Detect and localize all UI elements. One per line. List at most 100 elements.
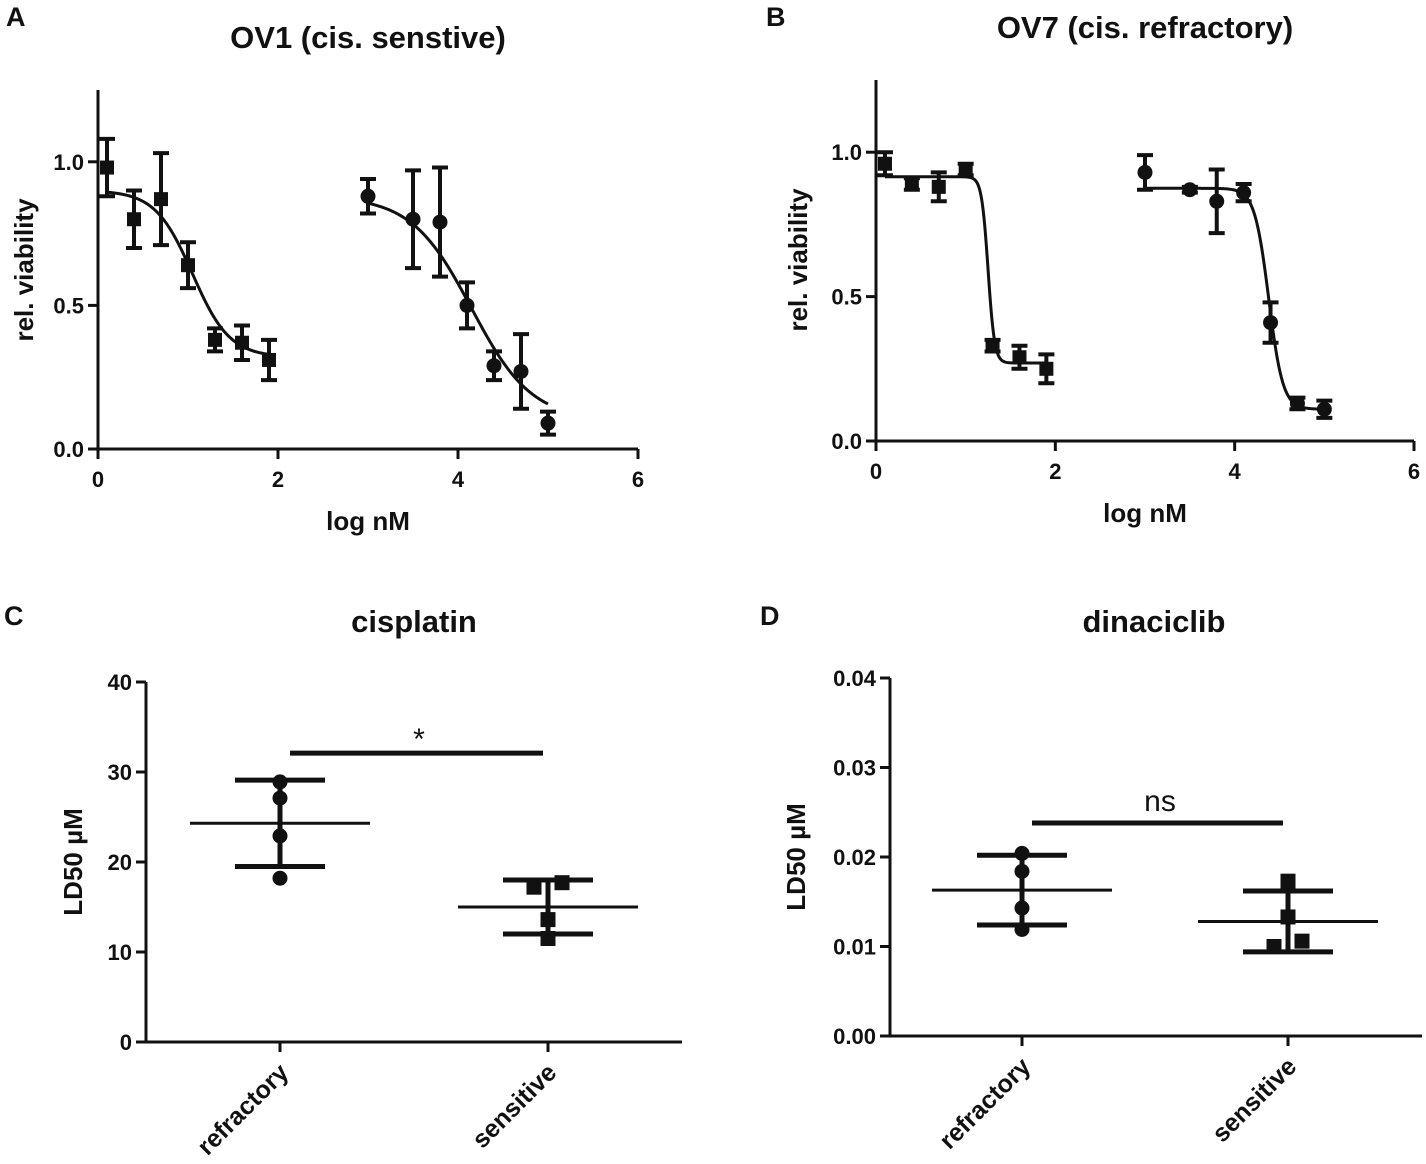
chart-title-d: dinaciclib	[1083, 604, 1226, 639]
y-tick-label-d: 0.02	[833, 845, 876, 870]
data-point-square-sensitive-d	[1294, 933, 1310, 949]
data-point-square-sensitive-c	[526, 879, 542, 895]
y-tick-label-d: 0.01	[833, 935, 876, 960]
y-tick-label-a: 0.5	[53, 293, 84, 318]
data-point-circle-refractory-d	[1014, 900, 1030, 916]
data-point-square-b	[904, 176, 919, 191]
data-point-square-a	[127, 212, 141, 227]
data-point-square-a	[262, 352, 276, 367]
data-point-circle-b	[1137, 164, 1153, 180]
panel-letter-b: B	[766, 2, 786, 32]
x-tick-label-a: 4	[452, 467, 465, 492]
data-point-circle-a	[432, 214, 448, 230]
panel-a-dose-response-ov1: A OV1 (cis. senstive) log nM rel. viabil…	[6, 2, 644, 536]
plot-area-b	[876, 150, 1333, 420]
data-point-square-b	[958, 162, 973, 177]
axes-c: 0 10 20 30 40 refractory sensitive	[108, 670, 682, 1161]
y-tick-label-d: 0.04	[833, 666, 877, 691]
category-label-sensitive-c: sensitive	[467, 1058, 563, 1154]
fit-curve-squares-b	[884, 175, 1047, 365]
y-tick-label-a: 0.0	[53, 437, 84, 462]
data-point-circle-a	[360, 188, 376, 204]
y-tick-label-c: 0	[120, 1030, 132, 1055]
data-point-circle-b	[1263, 315, 1279, 331]
y-axis-label-d: LD50 µM	[781, 803, 811, 910]
data-point-circle-refractory-c	[272, 828, 288, 844]
data-point-square-sensitive-c	[540, 912, 556, 928]
y-tick-label-c: 30	[108, 760, 132, 785]
data-point-circle-b	[1182, 182, 1198, 198]
x-axis-label-b: log nM	[1103, 498, 1187, 528]
data-point-circle-a	[486, 358, 502, 374]
data-point-square-a	[235, 335, 249, 350]
plot-area-c: *	[190, 723, 638, 946]
data-point-square-b	[877, 156, 892, 171]
panel-b-dose-response-ov7: B OV7 (cis. refractory) log nM rel. viab…	[766, 2, 1420, 528]
data-point-square-a	[208, 332, 222, 347]
panel-c-cisplatin-ld50: C cisplatin LD50 µM 0 10 20 30 40 refractory s…	[4, 601, 682, 1161]
y-tick-label-b: 0.0	[831, 429, 862, 454]
y-tick-label-b: 1.0	[831, 140, 862, 165]
axes-d: 0.00 0.01 0.02 0.03 0.04 refractory sensitive	[833, 666, 1422, 1155]
significance-label-d: ns	[1144, 785, 1176, 818]
y-axis-label-c: LD50 µM	[58, 808, 88, 915]
y-axis-label-a: rel. viability	[9, 198, 39, 342]
y-tick-label-d: 0.00	[833, 1024, 876, 1049]
panel-letter-c: C	[4, 601, 24, 631]
data-point-circle-refractory-d	[1014, 921, 1030, 937]
chart-title-a: OV1 (cis. senstive)	[230, 20, 506, 55]
data-point-square-a	[154, 192, 168, 207]
x-tick-label-b: 2	[1049, 459, 1061, 484]
x-axis-label-a: log nM	[326, 506, 410, 536]
panel-letter-a: A	[6, 2, 26, 32]
data-point-circle-a	[459, 297, 475, 313]
chart-title-c: cisplatin	[351, 604, 477, 639]
data-point-circle-refractory-c	[272, 790, 288, 806]
data-point-square-a	[181, 258, 195, 273]
x-tick-label-b: 4	[1229, 459, 1242, 484]
significance-label-c: *	[413, 723, 425, 756]
x-tick-label-a: 6	[632, 467, 644, 492]
data-point-square-sensitive-d	[1266, 939, 1282, 954]
x-tick-label-b: 0	[870, 459, 882, 484]
data-point-circle-refractory-c	[272, 870, 288, 886]
fit-curve-circles-a	[367, 201, 549, 406]
data-point-circle-a	[513, 363, 529, 379]
data-point-square-b	[1039, 361, 1054, 376]
category-label-refractory-d: refractory	[934, 1052, 1036, 1154]
data-point-circle-refractory-d	[1014, 845, 1030, 861]
y-tick-label-b: 0.5	[831, 285, 862, 310]
data-point-square-sensitive-c	[540, 931, 556, 946]
data-point-square-a	[100, 160, 114, 175]
data-point-square-b	[931, 179, 946, 194]
fit-curve-circles-b	[1145, 186, 1325, 411]
plot-area-a	[99, 136, 556, 437]
data-point-circle-b	[1209, 193, 1225, 209]
y-axis-label-b: rel. viability	[783, 188, 813, 332]
chart-title-b: OV7 (cis. refractory)	[997, 10, 1293, 45]
data-point-circle-b	[1289, 395, 1305, 411]
data-point-circle-b	[1236, 185, 1252, 201]
data-point-square-sensitive-d	[1280, 909, 1296, 925]
axes-b: 0 2 4 6 0.0 0.5 1.0	[831, 80, 1420, 484]
data-point-circle-refractory-c	[272, 774, 288, 790]
plot-area-d: ns	[932, 785, 1378, 955]
y-tick-label-d: 0.03	[833, 756, 876, 781]
axes-a: 0 2 4 6 0.0 0.5 1.0	[53, 90, 644, 492]
x-tick-label-b: 6	[1408, 459, 1420, 484]
data-point-circle-a	[405, 211, 421, 227]
category-label-sensitive-d: sensitive	[1207, 1052, 1303, 1148]
data-point-circle-a	[540, 415, 556, 431]
data-point-square-sensitive-c	[554, 875, 570, 891]
data-point-circle-refractory-d	[1014, 863, 1030, 879]
y-tick-label-c: 20	[108, 850, 132, 875]
category-label-refractory-c: refractory	[192, 1058, 294, 1160]
data-point-square-b	[1012, 350, 1027, 365]
y-tick-label-a: 1.0	[53, 150, 84, 175]
x-tick-label-a: 0	[92, 467, 104, 492]
data-point-circle-b	[1316, 401, 1332, 417]
data-point-square-sensitive-d	[1280, 873, 1296, 889]
x-tick-label-a: 2	[272, 467, 284, 492]
y-tick-label-c: 40	[108, 670, 132, 695]
